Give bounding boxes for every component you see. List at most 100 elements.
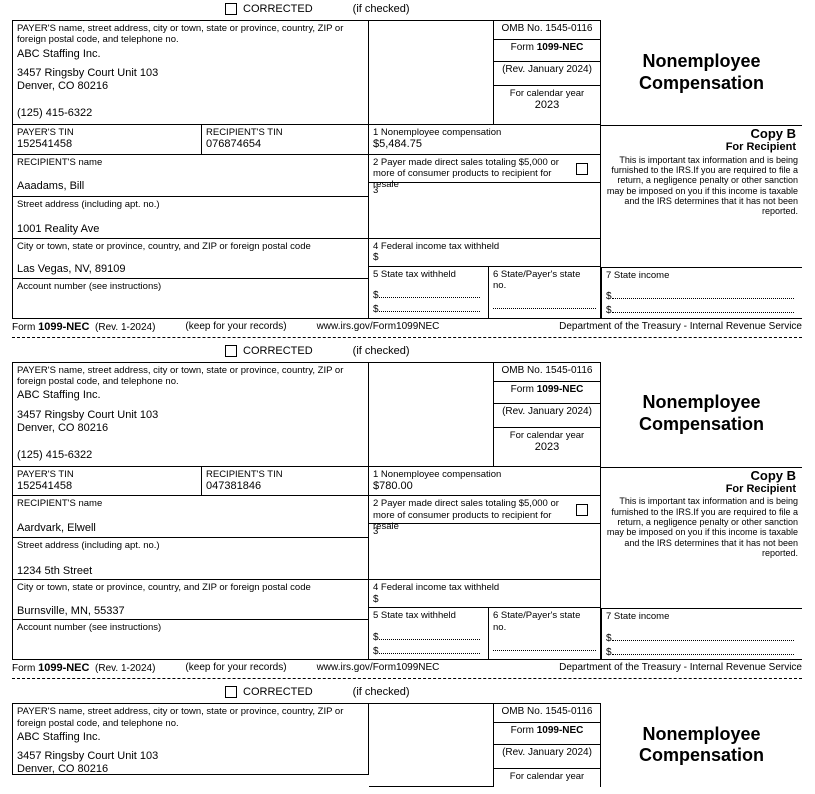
form-title-2: Compensation <box>605 414 798 436</box>
form-title-1: Nonemployee <box>605 724 798 746</box>
form-separator <box>12 337 802 338</box>
corrected-checkbox[interactable] <box>225 686 237 698</box>
form-title-1: Nonemployee <box>605 51 798 73</box>
omb-number: OMB No. 1545-0116 <box>494 703 601 723</box>
corrected-label: CORRECTED <box>243 686 313 698</box>
form-rev: (Rev. January 2024) <box>494 62 601 86</box>
street: 1001 Reality Ave <box>17 223 364 236</box>
footer-url: www.irs.gov/Form1099NEC <box>317 662 440 674</box>
payer-tin-label: PAYER'S TIN <box>17 127 197 138</box>
box5b: $ <box>373 644 484 658</box>
cal-year: For calendar year2023 <box>494 428 601 467</box>
payer-addr1: 3457 Ringsby Court Unit 103 <box>17 750 364 763</box>
corrected-checkbox[interactable] <box>225 345 237 357</box>
payer-header: PAYER'S name, street address, city or to… <box>17 706 364 729</box>
box1-amount: $5,484.75 <box>373 138 596 151</box>
street-label: Street address (including apt. no.) <box>17 199 364 210</box>
footer-url: www.irs.gov/Form1099NEC <box>317 321 440 333</box>
box4-label: 4 Federal income tax withheld <box>373 241 596 252</box>
form-number: Form 1099-NEC <box>494 382 601 404</box>
recip-tin-label: RECIPIENT'S TIN <box>206 127 364 138</box>
box1-label: 1 Nonemployee compensation <box>373 469 596 480</box>
box7b: $ <box>606 303 798 317</box>
box5b: $ <box>373 302 484 316</box>
footer-dept: Department of the Treasury - Internal Re… <box>559 321 802 333</box>
city-label: City or town, state or province, country… <box>17 582 364 593</box>
box2-checkbox[interactable] <box>576 163 588 175</box>
box1-amount: $780.00 <box>373 480 596 493</box>
corrected-checkbox[interactable] <box>225 3 237 15</box>
form-title-1: Nonemployee <box>605 392 798 414</box>
box2-checkbox[interactable] <box>576 504 588 516</box>
form-number: Form 1099-NEC <box>494 40 601 62</box>
street: 1234 5th Street <box>17 565 364 578</box>
payer-phone: (125) 415-6322 <box>17 107 364 120</box>
box6-label: 6 State/Payer's state no. <box>493 269 596 292</box>
corrected-label: CORRECTED <box>243 345 313 357</box>
box5a: $ <box>373 288 484 302</box>
payer-tin: 152541458 <box>17 480 197 493</box>
recip-name-label: RECIPIENT'S name <box>17 498 364 509</box>
payer-addr2: Denver, CO 80216 <box>17 422 364 435</box>
payer-addr2: Denver, CO 80216 <box>17 763 364 776</box>
if-checked-label: (if checked) <box>353 3 410 15</box>
copy-b: Copy B <box>601 126 802 141</box>
recip-tin: 047381846 <box>206 480 364 493</box>
payer-header: PAYER'S name, street address, city or to… <box>17 23 364 46</box>
form-title-2: Compensation <box>605 745 798 767</box>
copy-b: Copy B <box>601 468 802 483</box>
box4-amount: $ <box>373 252 596 264</box>
recip-tin: 076874654 <box>206 138 364 151</box>
form-rev: (Rev. January 2024) <box>494 404 601 428</box>
omb-number: OMB No. 1545-0116 <box>494 20 601 40</box>
box4-label: 4 Federal income tax withheld <box>373 582 596 593</box>
for-recipient: For Recipient <box>601 141 802 153</box>
city: Burnsville, MN, 55337 <box>17 605 364 618</box>
form-rev: (Rev. January 2024) <box>494 745 601 769</box>
box5a: $ <box>373 630 484 644</box>
box2-label: 2 Payer made direct sales totaling $5,00… <box>373 498 573 532</box>
recip-name-label: RECIPIENT'S name <box>17 157 364 168</box>
cal-year-label: For calendar year <box>494 769 601 787</box>
recip-name: Aardvark, Elwell <box>17 522 364 535</box>
street-label: Street address (including apt. no.) <box>17 540 364 551</box>
cal-year: For calendar year2023 <box>494 86 601 125</box>
omb-number: OMB No. 1545-0116 <box>494 362 601 382</box>
payer-name: ABC Staffing Inc. <box>17 389 364 402</box>
for-recipient: For Recipient <box>601 483 802 495</box>
city: Las Vegas, NV, 89109 <box>17 263 364 276</box>
form-title-2: Compensation <box>605 73 798 95</box>
blank-cell <box>369 20 494 125</box>
box2-label: 2 Payer made direct sales totaling $5,00… <box>373 157 573 191</box>
payer-tin-label: PAYER'S TIN <box>17 469 197 480</box>
box7a: $ <box>606 631 798 645</box>
if-checked-label: (if checked) <box>353 686 410 698</box>
payer-name: ABC Staffing Inc. <box>17 48 364 61</box>
box5-label: 5 State tax withheld <box>373 610 484 621</box>
box1-label: 1 Nonemployee compensation <box>373 127 596 138</box>
box7a: $ <box>606 289 798 303</box>
blank-cell <box>369 362 494 467</box>
corrected-label: CORRECTED <box>243 3 313 15</box>
form-number: Form 1099-NEC <box>494 723 601 745</box>
payer-tin: 152541458 <box>17 138 197 151</box>
city-label: City or town, state or province, country… <box>17 241 364 252</box>
footer-form: Form 1099-NEC (Rev. 1-2024) <box>12 321 155 333</box>
box7-label: 7 State income <box>606 611 798 622</box>
box5-label: 5 State tax withheld <box>373 269 484 280</box>
box7b: $ <box>606 645 798 659</box>
payer-phone: (125) 415-6322 <box>17 449 364 462</box>
box7-label: 7 State income <box>606 270 798 281</box>
if-checked-label: (if checked) <box>353 345 410 357</box>
payer-header: PAYER'S name, street address, city or to… <box>17 365 364 388</box>
form-separator <box>12 678 802 679</box>
payer-addr1: 3457 Ringsby Court Unit 103 <box>17 67 364 80</box>
payer-addr1: 3457 Ringsby Court Unit 103 <box>17 409 364 422</box>
acct-label: Account number (see instructions) <box>17 281 364 292</box>
footer-keep: (keep for your records) <box>185 321 286 333</box>
tax-notice: This is important tax information and is… <box>601 155 802 267</box>
box6-label: 6 State/Payer's state no. <box>493 610 596 633</box>
footer-keep: (keep for your records) <box>185 662 286 674</box>
box4-amount: $ <box>373 594 596 606</box>
acct-label: Account number (see instructions) <box>17 622 364 633</box>
